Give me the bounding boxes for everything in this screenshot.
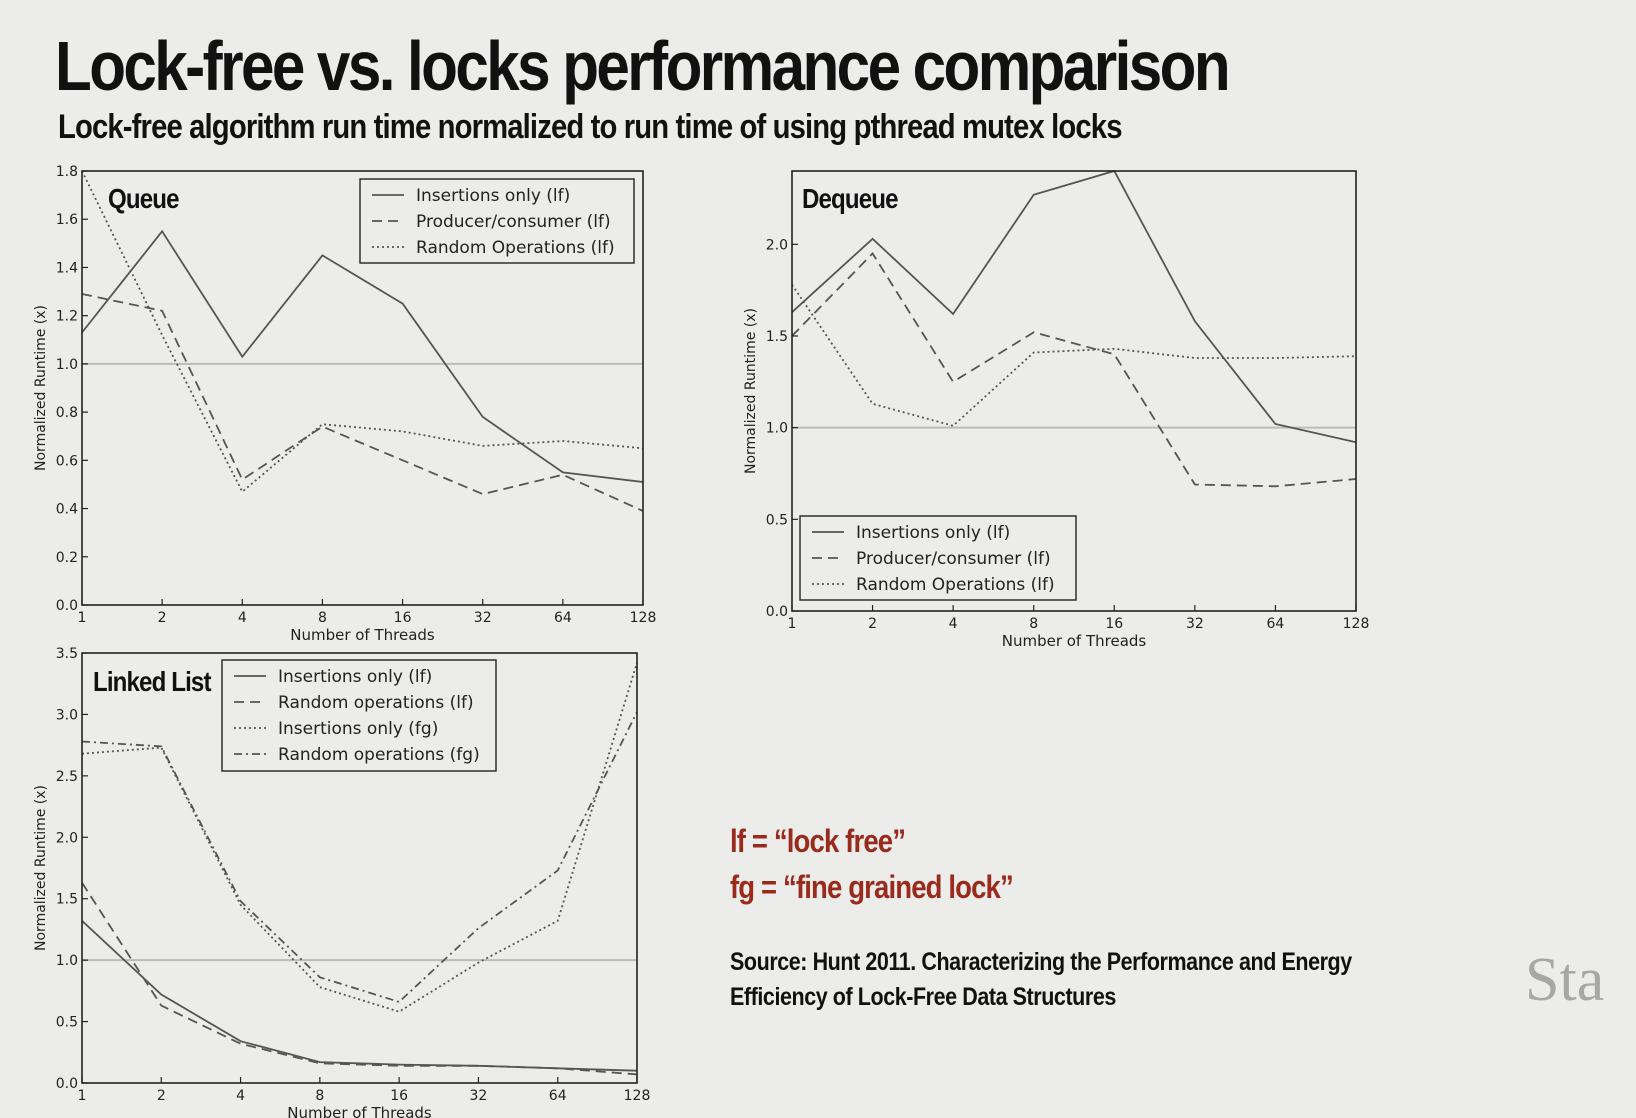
x-tick-label: 32 (470, 1088, 488, 1104)
x-tick-label: 16 (394, 610, 412, 626)
x-tick-label: 64 (554, 610, 572, 626)
y-tick-label: 0.2 (56, 550, 78, 566)
legend-box (799, 515, 1077, 601)
series-line-3 (81, 662, 638, 1013)
legend-label: Random Operations (lf) (416, 238, 615, 258)
legend-label: Insertions only (lf) (856, 523, 1010, 543)
x-tick-label: 64 (1267, 616, 1285, 632)
x-tick-label: 128 (624, 1088, 651, 1104)
y-tick-label: 0.5 (56, 1015, 78, 1031)
legend-label: Random operations (fg) (278, 745, 480, 765)
definitions: lf = “lock free” fg = “fine grained lock… (730, 823, 1059, 915)
chart-title: Linked List (93, 665, 212, 697)
x-tick-label: 2 (157, 1088, 166, 1104)
x-tick-label: 1 (78, 610, 87, 626)
legend-label: Insertions only (lf) (416, 186, 570, 206)
series-line-1 (791, 169, 1357, 444)
legend-label: Random Operations (lf) (856, 575, 1055, 595)
series-line-1 (81, 920, 638, 1072)
x-tick-label: 2 (158, 610, 167, 626)
legend-label: Insertions only (lf) (278, 667, 432, 687)
series-line-3 (791, 284, 1357, 427)
y-tick-label: 1.0 (56, 357, 78, 373)
chart-queue: 1 2 4 8 16 32 64 128 0.0 0.2 0.4 0.6 0.8 1.0 1.2 1.4 1.6… (33, 164, 656, 644)
y-axis-label: Normalized Runtime (x) (33, 305, 49, 471)
y-tick-label: 1.0 (766, 421, 788, 437)
y-tick-label: 3.5 (56, 646, 78, 662)
definition-fg: fg = “fine grained lock” (730, 869, 1014, 905)
legend: Insertions only (lf) Producer/consumer (l… (799, 515, 1077, 601)
page-title: Lock-free vs. locks performance comparis… (55, 27, 1231, 105)
chart-linked-list: 1 2 4 8 16 32 64 128 0.0 0.5 1.0 1.5 2.0 2.5 3.0 3.5 Num… (33, 646, 650, 1118)
y-tick-label: 0.0 (766, 604, 788, 620)
series-line-1 (81, 229, 644, 483)
y-tick-label: 0.8 (56, 405, 78, 421)
chart-title: Dequeue (802, 182, 898, 214)
legend-label: Insertions only (fg) (278, 719, 438, 739)
page-subtitle: Lock-free algorithm run time normalized … (58, 108, 1122, 146)
y-tick-label: 0.0 (56, 1076, 78, 1092)
y-tick-label: 1.0 (56, 953, 78, 969)
watermark: Sta (1525, 946, 1605, 1014)
plot-frame (791, 170, 1357, 612)
y-tick-label: 1.5 (766, 329, 788, 345)
y-tick-label: 1.8 (56, 164, 78, 180)
x-axis-label: Number of Threads (290, 626, 435, 644)
x-axis-label: Number of Threads (287, 1104, 432, 1118)
y-tick-label: 0.6 (56, 453, 78, 469)
y-tick-label: 1.4 (56, 260, 78, 276)
chart-dequeue: 1 2 4 8 16 32 64 128 0.0 0.5 1.0 1.5 2.0 Number of Th… (743, 169, 1370, 650)
x-tick-label: 128 (1343, 616, 1370, 632)
x-tick-label: 1 (788, 616, 797, 632)
x-axis-label: Number of Threads (1002, 632, 1147, 650)
y-tick-label: 2.5 (56, 769, 78, 785)
y-tick-label: 1.6 (56, 212, 78, 228)
series-line-3 (81, 170, 644, 494)
series-line-2 (81, 882, 638, 1076)
x-tick-label: 16 (1105, 616, 1123, 632)
source-line-1: Source: Hunt 2011. Characterizing the Pe… (730, 948, 1352, 976)
x-tick-label: 8 (1029, 616, 1038, 632)
x-tick-label: 1 (78, 1088, 87, 1104)
x-tick-label: 64 (549, 1088, 567, 1104)
y-axis-label: Normalized Runtime (x) (33, 785, 49, 951)
y-tick-label: 1.5 (56, 892, 78, 908)
plot-frame (81, 652, 638, 1084)
x-tick-label: 2 (868, 616, 877, 632)
y-tick-label: 1.2 (56, 309, 78, 325)
source-citation: Source: Hunt 2011. Characterizing the Pe… (730, 945, 1352, 1015)
y-tick-label: 0.0 (56, 598, 78, 614)
x-tick-label: 32 (1186, 616, 1204, 632)
x-tick-label: 4 (238, 610, 247, 626)
source-line-2: Efficiency of Lock-Free Data Structures (730, 983, 1116, 1011)
y-axis-label: Normalized Runtime (x) (743, 308, 759, 474)
chart-title: Queue (108, 182, 179, 214)
x-tick-label: 16 (390, 1088, 408, 1104)
x-tick-label: 8 (318, 610, 327, 626)
legend: Insertions only (lf) Random operations (l… (221, 659, 497, 772)
definition-lf: lf = “lock free” (730, 823, 906, 859)
plot-frame (81, 170, 644, 606)
y-tick-label: 0.5 (766, 512, 788, 528)
legend-label: Producer/consumer (lf) (856, 549, 1051, 569)
y-tick-label: 2.0 (766, 237, 788, 253)
y-tick-label: 0.4 (56, 502, 78, 518)
legend-label: Producer/consumer (lf) (416, 212, 611, 232)
series-line-4 (81, 711, 638, 1003)
x-tick-label: 4 (949, 616, 958, 632)
x-tick-label: 8 (315, 1088, 324, 1104)
x-tick-label: 4 (236, 1088, 245, 1104)
legend-box (359, 178, 635, 264)
legend: Insertions only (lf) Producer/consumer (l… (359, 178, 635, 264)
legend-label: Random operations (lf) (278, 693, 474, 713)
series-line-2 (81, 293, 644, 512)
x-tick-label: 128 (630, 610, 657, 626)
y-tick-label: 2.0 (56, 830, 78, 846)
series-line-2 (791, 252, 1357, 488)
x-tick-label: 32 (474, 610, 492, 626)
legend-box (221, 659, 497, 772)
y-tick-label: 3.0 (56, 707, 78, 723)
